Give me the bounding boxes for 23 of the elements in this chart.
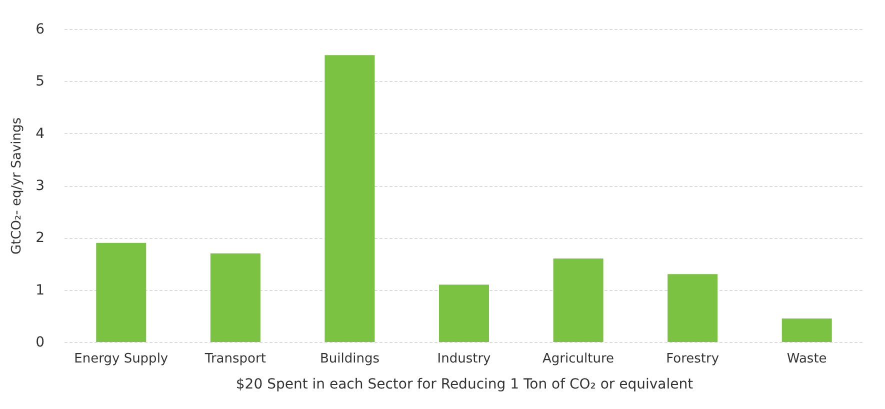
x-axis-title: $20 Spent in each Sector for Reducing 1 Ton of CO₂ or equivalent — [236, 376, 694, 392]
bar — [96, 242, 146, 342]
y-axis-title: GtCO₂- eq/yr Savings — [10, 117, 25, 255]
x-tick-label: Energy Supply — [74, 352, 168, 366]
y-tick-label: 3 — [36, 178, 44, 194]
bar — [210, 253, 260, 342]
y-tick-label: 5 — [36, 74, 44, 90]
y-tick-label: 4 — [36, 126, 45, 142]
x-tick-label: Buildings — [320, 352, 380, 366]
x-tick-label: Industry — [437, 352, 492, 366]
bar — [439, 284, 489, 342]
bar — [324, 55, 375, 342]
x-tick-label: Agriculture — [542, 352, 614, 366]
y-tick-label: 2 — [36, 230, 44, 246]
bar — [553, 258, 604, 342]
x-tick-label: Forestry — [666, 352, 720, 366]
y-tick-label: 0 — [36, 334, 44, 350]
x-tick-label: Transport — [204, 352, 266, 366]
bar — [782, 318, 832, 342]
x-tick-label: Waste — [786, 352, 827, 366]
y-tick-label: 1 — [36, 282, 44, 298]
y-tick-label: 6 — [36, 22, 45, 38]
bar — [668, 274, 718, 342]
